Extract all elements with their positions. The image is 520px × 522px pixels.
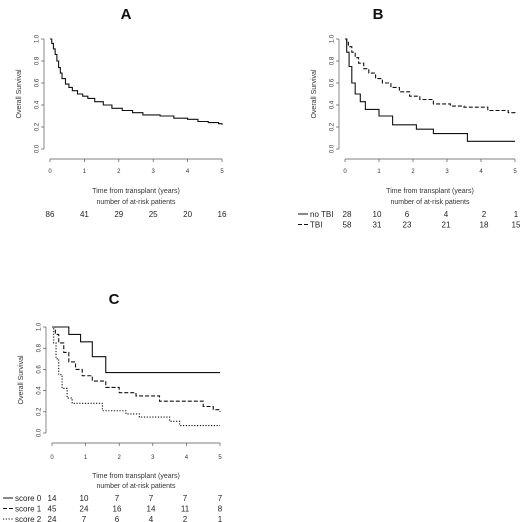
at-risk-count: 7 — [115, 494, 120, 503]
y-axis-label: Overall Survival — [16, 69, 23, 118]
at-risk-count: 58 — [343, 221, 352, 230]
y-axis-label: Overall Survival — [18, 355, 25, 404]
at-risk-count: 6 — [115, 515, 120, 522]
at-risk-count: 1 — [218, 515, 223, 522]
y-tick-label: 0.6 — [330, 78, 336, 87]
x-tick-label: 3 — [152, 169, 156, 175]
at-risk-count: 16 — [113, 505, 122, 514]
at-risk-title: number of at-risk patients — [391, 199, 470, 206]
x-tick-label: 5 — [218, 455, 222, 461]
at-risk-count: 1 — [514, 210, 519, 219]
x-axis-label: Time from transplant (years) — [386, 188, 474, 195]
y-tick-label: 0.0 — [35, 144, 41, 153]
legend-series-name: score 1 — [15, 505, 42, 514]
y-tick-label: 0.0 — [330, 144, 336, 153]
survival-curve-score-1 — [52, 326, 221, 412]
at-risk-count: 18 — [480, 221, 489, 230]
x-tick-label: 4 — [186, 169, 190, 175]
x-tick-label: 0 — [50, 455, 54, 461]
y-tick-label: 0.4 — [330, 100, 336, 109]
survival-curve-score-0 — [52, 326, 220, 374]
survival-curve-tbi — [345, 38, 516, 115]
at-risk-count: 14 — [147, 505, 156, 514]
y-tick-label: 0.6 — [37, 365, 43, 374]
legend-series-name: TBI — [310, 221, 322, 230]
at-risk-count: 28 — [343, 210, 352, 219]
at-risk-count: 15 — [512, 221, 520, 230]
y-tick-label: 0.2 — [37, 407, 43, 416]
at-risk-count: 7 — [183, 494, 188, 503]
y-tick-label: 0.4 — [37, 386, 43, 395]
at-risk-count: 24 — [80, 505, 89, 514]
at-risk-count: 24 — [48, 515, 57, 522]
at-risk-count: 6 — [405, 210, 410, 219]
y-tick-label: 0.4 — [35, 100, 41, 109]
at-risk-count: 4 — [149, 515, 154, 522]
at-risk-title: number of at-risk patients — [97, 199, 176, 206]
x-axis-label: Time from transplant (years) — [92, 473, 180, 480]
at-risk-count: 25 — [149, 210, 158, 219]
y-tick-label: 0.8 — [37, 343, 43, 352]
x-tick-label: 0 — [343, 169, 347, 175]
at-risk-count: 45 — [48, 505, 57, 514]
x-tick-label: 3 — [445, 169, 449, 175]
x-tick-label: 2 — [117, 169, 121, 175]
at-risk-count: 7 — [218, 494, 223, 503]
x-tick-label: 2 — [118, 455, 122, 461]
y-tick-label: 0.6 — [35, 78, 41, 87]
x-axis-label: Time from transplant (years) — [92, 188, 180, 195]
y-tick-label: 0.2 — [35, 122, 41, 131]
survival-curve-overall — [50, 38, 223, 125]
at-risk-count: 86 — [46, 210, 55, 219]
panel-label: C — [109, 291, 120, 308]
legend-series-name: score 0 — [15, 494, 42, 503]
y-tick-label: 1.0 — [330, 34, 336, 43]
x-tick-label: 4 — [479, 169, 483, 175]
panel-label: B — [373, 6, 384, 23]
at-risk-count: 16 — [218, 210, 227, 219]
at-risk-count: 20 — [183, 210, 192, 219]
x-tick-label: 2 — [411, 169, 415, 175]
at-risk-count: 29 — [114, 210, 123, 219]
x-tick-label: 5 — [220, 169, 224, 175]
y-tick-label: 1.0 — [35, 34, 41, 43]
panel-label: A — [121, 6, 132, 23]
y-tick-label: 0.2 — [330, 122, 336, 131]
at-risk-count: 14 — [48, 494, 57, 503]
at-risk-count: 7 — [82, 515, 87, 522]
y-tick-label: 0.0 — [37, 428, 43, 437]
x-tick-label: 4 — [185, 455, 189, 461]
y-tick-label: 0.8 — [330, 56, 336, 65]
y-axis-label: Overall Survival — [311, 69, 318, 118]
x-tick-label: 0 — [48, 169, 52, 175]
at-risk-title: number of at-risk patients — [97, 483, 176, 490]
at-risk-count: 7 — [149, 494, 154, 503]
y-tick-label: 1.0 — [37, 322, 43, 331]
legend-series-name: no TBI — [310, 210, 333, 219]
x-tick-label: 5 — [513, 169, 517, 175]
x-tick-label: 1 — [84, 455, 88, 461]
at-risk-count: 23 — [403, 221, 412, 230]
at-risk-count: 10 — [80, 494, 89, 503]
at-risk-count: 41 — [80, 210, 89, 219]
at-risk-count: 2 — [482, 210, 487, 219]
y-tick-label: 0.8 — [35, 56, 41, 65]
at-risk-count: 31 — [373, 221, 382, 230]
legend-series-name: score 2 — [15, 515, 42, 522]
x-tick-label: 3 — [151, 455, 155, 461]
survival-curve-no-tbi — [345, 38, 515, 142]
at-risk-count: 10 — [373, 210, 382, 219]
x-tick-label: 1 — [83, 169, 87, 175]
at-risk-count: 8 — [218, 505, 223, 514]
at-risk-count: 11 — [181, 505, 190, 514]
at-risk-count: 21 — [442, 221, 451, 230]
at-risk-count: 2 — [183, 515, 188, 522]
at-risk-count: 4 — [444, 210, 449, 219]
x-tick-label: 1 — [377, 169, 381, 175]
